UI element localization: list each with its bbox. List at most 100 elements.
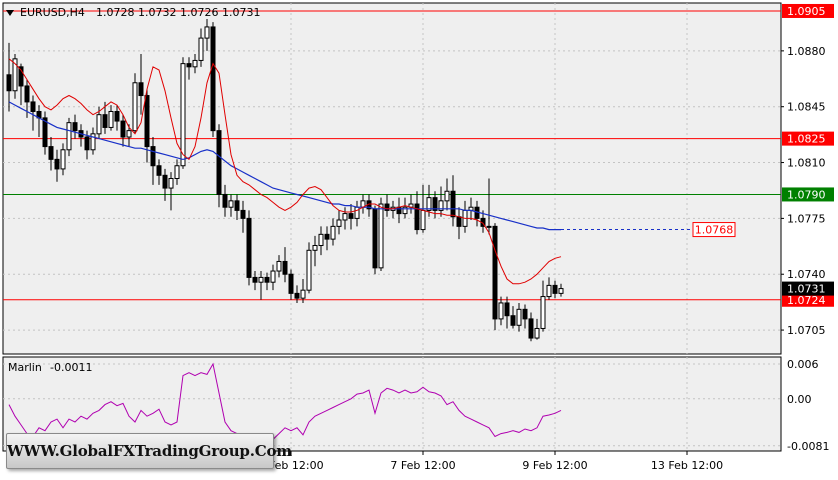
candle [90, 127, 96, 155]
candle [138, 54, 144, 115]
candle-body-down [186, 63, 192, 68]
candle-body-up [270, 270, 276, 283]
candle [228, 194, 234, 217]
candle [498, 296, 504, 326]
candle [516, 302, 522, 332]
candle [426, 184, 432, 217]
candle-body-down [414, 203, 420, 231]
candle-body-up [258, 276, 264, 283]
candle-body-down [510, 315, 516, 326]
candle-body-up [444, 190, 450, 202]
candle-body-up [312, 245, 318, 251]
candle-body-up [342, 213, 348, 221]
candle-body-up [534, 327, 540, 339]
candle [486, 178, 492, 235]
watermark-text: WWW.GlobalFXTradingGroup.Com [7, 442, 292, 460]
candle [114, 105, 120, 131]
candle [54, 149, 60, 182]
candle-body-down [156, 165, 162, 176]
candle-body-up [12, 58, 18, 92]
oscillator-line [8, 362, 562, 446]
candle-body-down [450, 190, 456, 218]
candle [372, 205, 378, 275]
candle-body-up [336, 219, 342, 227]
candle [300, 279, 306, 303]
time-tick-label: 5 Feb 12:00 [258, 459, 323, 472]
candle [60, 143, 66, 176]
candle-body-up [126, 130, 132, 138]
candle-body-down [552, 284, 558, 294]
level-label: 1.0905 [787, 5, 826, 18]
candle [552, 280, 558, 299]
candle-body-up [486, 225, 492, 228]
price-tick-label: 1.0775 [787, 212, 826, 225]
candle [192, 54, 198, 74]
candle [438, 186, 444, 217]
level-label: 1.0825 [787, 133, 826, 146]
current-price-label: 1.0731 [787, 283, 826, 296]
candle-body-down [456, 216, 462, 227]
candle-body-up [546, 284, 552, 298]
ma-blue-line [8, 101, 561, 231]
candle-body-down [216, 130, 222, 195]
candle-body-down [72, 122, 78, 132]
candle-body-down [144, 95, 150, 148]
oscillator-plot [8, 362, 562, 446]
horizontal-levels [3, 10, 781, 301]
candle [198, 28, 204, 67]
candle-body-down [84, 136, 90, 151]
candle-body-up [558, 288, 564, 294]
candle [180, 57, 186, 169]
candle-body-up [96, 114, 102, 135]
candle [324, 226, 330, 251]
candle-body-up [174, 165, 180, 179]
candle [534, 318, 540, 340]
candle-body-down [162, 174, 168, 189]
candle-body-down [522, 308, 528, 320]
candle-body-down [138, 82, 144, 97]
candle-body-down [102, 114, 108, 128]
candle-body-up [318, 233, 324, 247]
candle [288, 269, 294, 300]
candle [318, 226, 324, 256]
candle [384, 194, 390, 217]
candle [132, 73, 138, 134]
candle-body-down [504, 302, 510, 317]
price-tick-label: 1.0880 [787, 45, 826, 58]
candle [222, 184, 228, 217]
moving-averages: 1.0768 [8, 58, 736, 285]
candle [402, 197, 408, 219]
projection-label-box [692, 222, 736, 238]
candle [492, 223, 498, 331]
candle [282, 247, 288, 283]
candle [156, 159, 162, 185]
candle [210, 22, 216, 138]
candle-body-up [204, 26, 210, 39]
candle-body-down [282, 260, 288, 275]
candle-body-up [168, 178, 174, 189]
candle [270, 264, 276, 291]
candle-body-down [222, 193, 228, 208]
candle-body-up [300, 289, 306, 299]
projection-label: 1.0768 [695, 224, 734, 237]
candle-body-up [330, 225, 336, 240]
candle [66, 117, 72, 157]
candle-body-up [90, 133, 96, 151]
candle-body-down [210, 26, 216, 132]
candle-body-down [114, 110, 120, 122]
candle [108, 105, 114, 131]
candle-body-down [48, 146, 54, 160]
candle-body-up [498, 302, 504, 320]
candle-body-down [432, 197, 438, 211]
candle [162, 168, 168, 201]
candle-body-up [378, 203, 384, 269]
candle-body-down [384, 203, 390, 211]
candle [174, 159, 180, 185]
candle-body-down [54, 158, 60, 170]
candle [312, 235, 318, 267]
candle-body-down [294, 292, 300, 299]
candle [48, 137, 54, 171]
candle [546, 277, 552, 300]
price-tick-label: 1.0705 [787, 324, 826, 337]
